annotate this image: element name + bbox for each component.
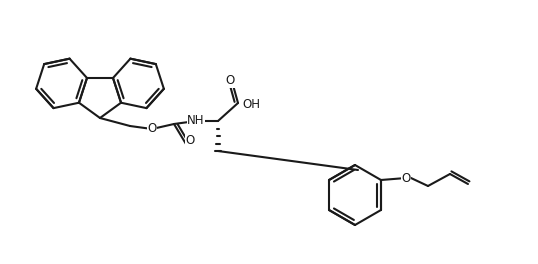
Text: O: O xyxy=(186,134,195,147)
Text: OH: OH xyxy=(242,98,260,111)
Text: O: O xyxy=(225,74,235,87)
Text: O: O xyxy=(401,172,410,185)
Text: NH: NH xyxy=(187,115,205,128)
Text: O: O xyxy=(147,122,157,135)
